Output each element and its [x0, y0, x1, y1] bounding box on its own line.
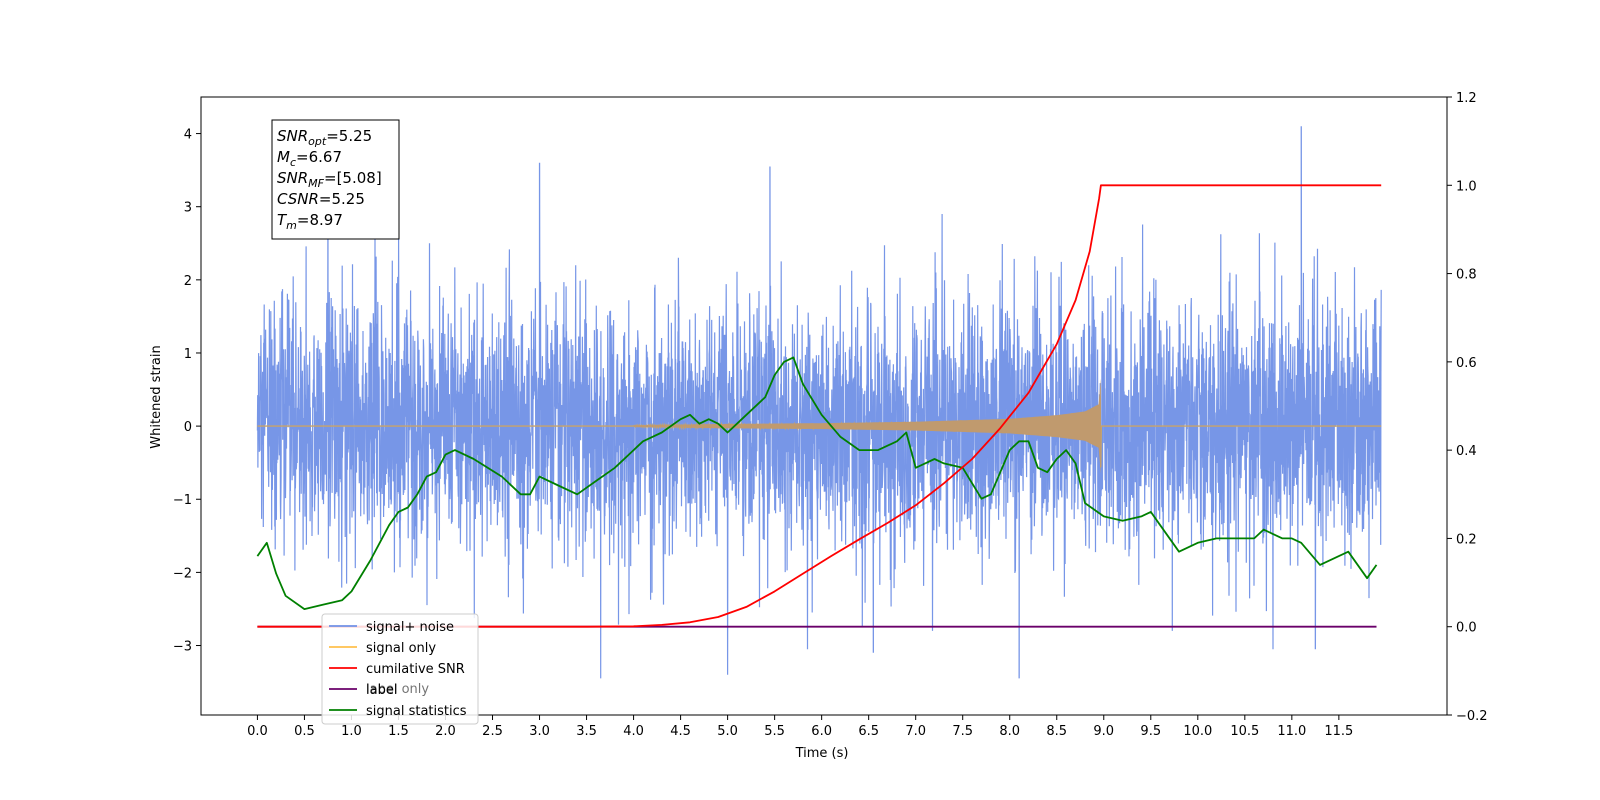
y-tick-label: 4 — [184, 128, 192, 143]
y2-tick-label: 0.2 — [1456, 532, 1477, 547]
stats-box-row: CSNR=5.25 — [277, 190, 365, 208]
x-tick-label: 2.0 — [435, 724, 456, 739]
stats-box-row: Tm=8.97 — [277, 211, 343, 232]
y2-tick-label: 0.0 — [1456, 621, 1477, 636]
x-tick-label: 9.5 — [1140, 724, 1161, 739]
y-tick-label: 2 — [184, 274, 192, 289]
stats-box-row: SNRopt=5.25 — [277, 127, 372, 148]
y2-tick-label: 1.2 — [1456, 91, 1477, 106]
x-tick-label: 7.5 — [952, 724, 973, 739]
stat-subscript: opt — [308, 135, 327, 148]
stat-subscript: m — [286, 219, 297, 232]
x-tick-label: 3.0 — [529, 724, 550, 739]
x-tick-label: 0.0 — [247, 724, 268, 739]
stats-box-row: SNRMF=[5.08] — [277, 169, 382, 190]
x-tick-label: 8.0 — [999, 724, 1020, 739]
x-tick-label: 10.0 — [1183, 724, 1212, 739]
legend-label: cumilative SNR — [366, 662, 465, 677]
stats-box: SNRopt=5.25Mc=6.67SNRMF=[5.08]CSNR=5.25T… — [271, 119, 400, 240]
y-tick-label: 3 — [184, 201, 192, 216]
x-tick-label: 6.0 — [811, 724, 832, 739]
x-tick-label: 10.5 — [1230, 724, 1259, 739]
x-tick-label: 8.5 — [1046, 724, 1067, 739]
signal-noise-line — [256, 126, 1382, 679]
y2-tick-label: 0.4 — [1456, 444, 1477, 459]
signal-statistics-line — [256, 356, 1378, 610]
legend-frame — [321, 613, 479, 725]
x-tick-label: 1.5 — [388, 724, 409, 739]
y-axis-label: Whitened strain — [149, 345, 164, 448]
axes-layer — [200, 96, 1448, 716]
plot-frame — [200, 96, 1448, 716]
y-tick-label: −3 — [173, 640, 192, 655]
stat-value: =[5.08] — [324, 169, 382, 187]
x-tick-label: 2.5 — [482, 724, 503, 739]
y2-tick-label: 1.0 — [1456, 179, 1477, 194]
x-tick-label: 4.0 — [623, 724, 644, 739]
cumulative-snr-line — [257, 184, 1382, 628]
legend-overlap-text: label only — [366, 682, 429, 697]
y2-tick-label: 0.6 — [1456, 356, 1477, 371]
x-tick-label: 9.0 — [1093, 724, 1114, 739]
legend-label: signal statistics — [366, 704, 467, 719]
x-tick-label: 3.5 — [576, 724, 597, 739]
stat-value: =5.25 — [319, 190, 365, 208]
y-tick-label: −1 — [173, 493, 192, 508]
signal-noise-series-layer — [256, 126, 1382, 679]
legend: label only signal+ noise signal only cumila… — [321, 613, 479, 725]
x-tick-label: 6.5 — [858, 724, 879, 739]
stat-value: =8.97 — [297, 211, 343, 229]
x-axis-ticks: 0.0 0.5 1.0 1.5 2.0 2.5 3.0 3.5 4.0 4.5 5.0 5.5 6.0 6… — [247, 715, 1353, 739]
x-axis-label: Time (s) — [795, 746, 849, 761]
signal-only-envelope — [633, 378, 1101, 474]
stat-name: T — [277, 211, 288, 229]
x-tick-label: 5.0 — [717, 724, 738, 739]
stat-name: SNR — [277, 169, 308, 187]
legend-label: label — [366, 683, 397, 698]
x-tick-label: 11.0 — [1277, 724, 1306, 739]
y-tick-label: −2 — [173, 566, 192, 581]
x-tick-label: 7.0 — [905, 724, 926, 739]
y2-axis-ticks: −0.2 0.0 0.2 0.4 0.6 0.8 1.0 1.2 — [1447, 91, 1488, 724]
stat-name: M — [277, 148, 290, 166]
y2-tick-label: 0.8 — [1456, 268, 1477, 283]
legend-label: signal only — [366, 641, 436, 656]
legend-label: signal+ noise — [366, 620, 454, 635]
stat-name: SNR — [277, 127, 308, 145]
stat-value: =6.67 — [296, 148, 342, 166]
y-tick-label: 0 — [184, 420, 192, 435]
x-tick-label: 11.5 — [1324, 724, 1353, 739]
stat-value: =5.25 — [326, 127, 372, 145]
y2-tick-label: −0.2 — [1456, 709, 1488, 724]
y-tick-label: 1 — [184, 347, 192, 362]
stats-box-row: Mc=6.67 — [277, 148, 342, 169]
stat-subscript: MF — [308, 177, 324, 190]
stats-box-frame — [271, 119, 400, 240]
x-tick-label: 0.5 — [294, 724, 315, 739]
stat-subscript: c — [290, 156, 296, 169]
signal-only-series-layer — [257, 378, 1382, 474]
stat-name: CSNR — [277, 190, 319, 208]
x-tick-label: 1.0 — [341, 724, 362, 739]
x-tick-label: 5.5 — [764, 724, 785, 739]
y-axis-ticks: −3 −2 −1 0 1 2 3 4 — [173, 128, 201, 655]
x-tick-label: 4.5 — [670, 724, 691, 739]
